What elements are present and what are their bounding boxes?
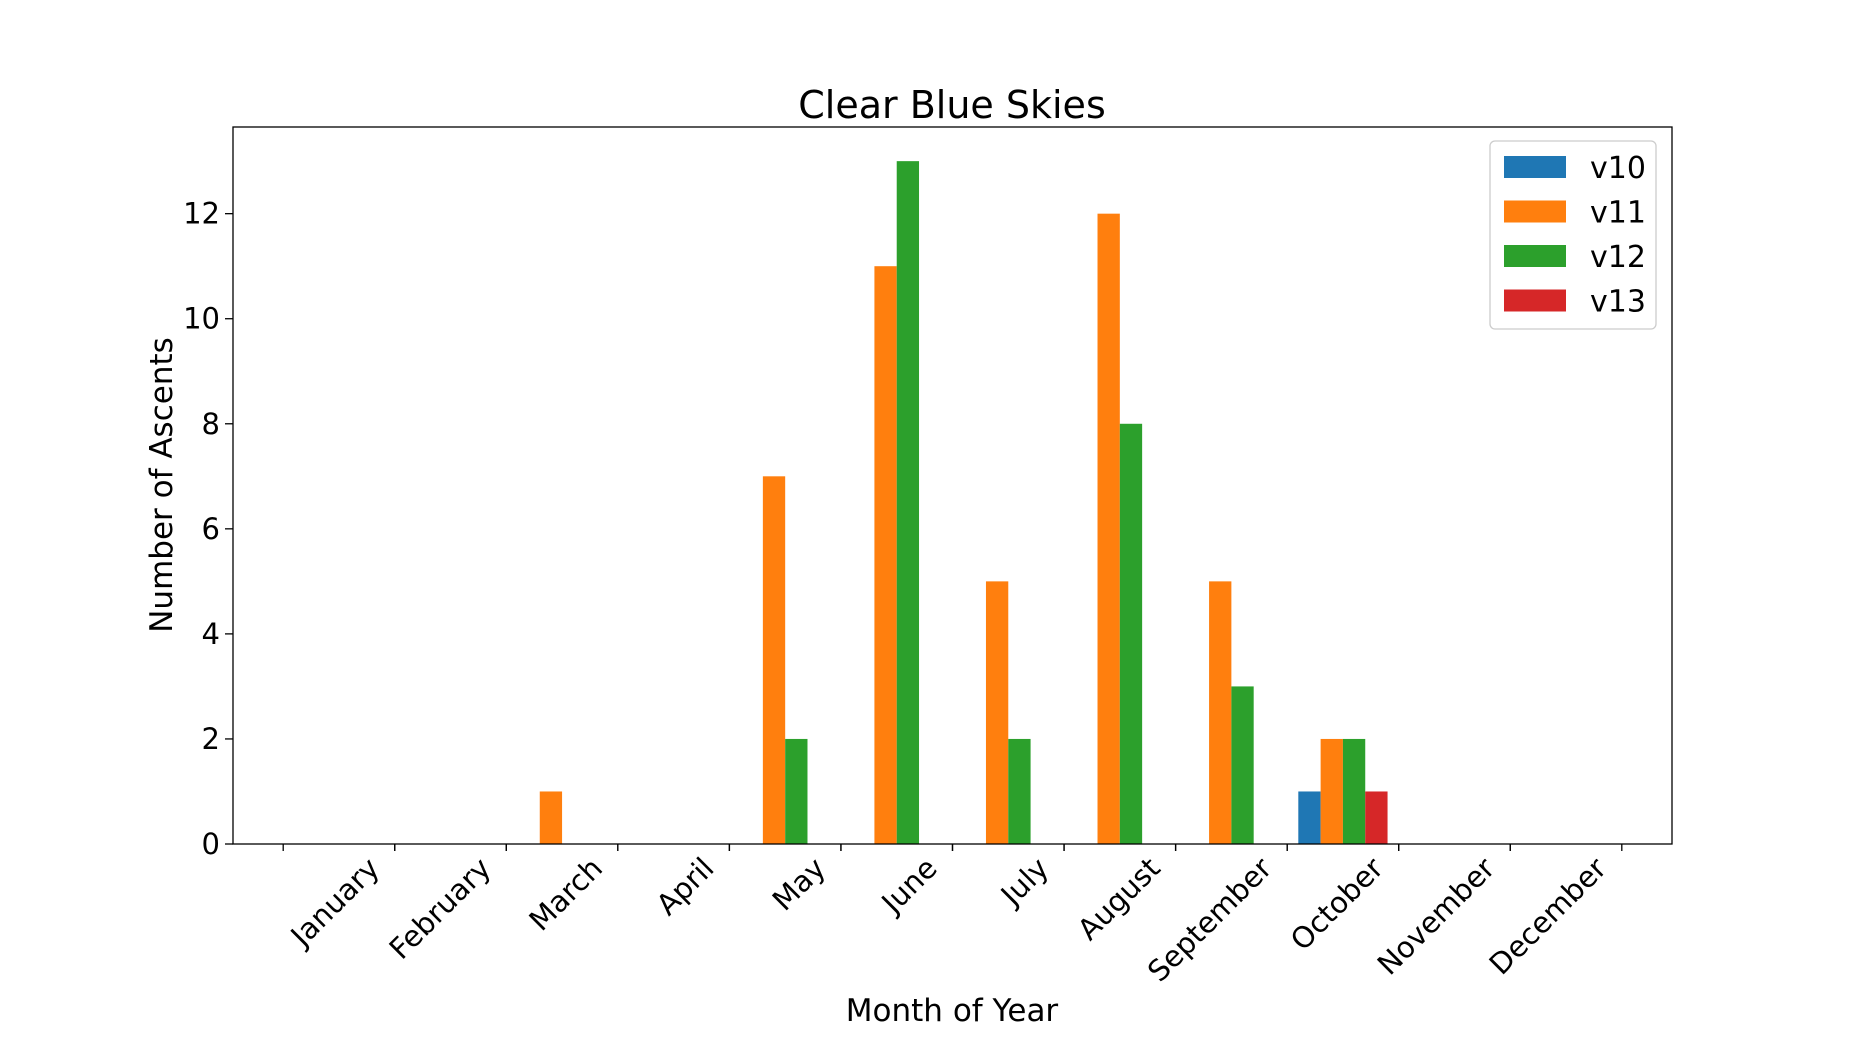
y-tick-label: 4 [202,617,220,651]
legend-swatch-v11 [1504,200,1566,223]
bar-v12-october [1342,738,1366,844]
bar-v11-september [1209,581,1232,844]
legend-swatch-v12 [1504,245,1566,267]
y-tick-label: 12 [183,197,220,231]
chart-title: Clear Blue Skies [798,83,1106,127]
bar-v10-october [1298,791,1321,844]
legend-label-v11: v11 [1590,196,1646,231]
legend-label-v12: v12 [1590,240,1646,275]
legend-swatch-v13 [1504,289,1566,312]
legend-frame [1489,140,1657,330]
bar-v11-october [1320,738,1343,844]
y-tick-label: 2 [202,722,220,756]
legend-label-v13: v13 [1590,285,1646,320]
bar-v12-may [785,738,808,844]
y-axis-label: Number of Ascents [144,337,180,633]
y-tick-label: 8 [202,407,220,441]
bar-v11-may [762,476,786,844]
y-axis-ticks: 0 2 4 6 8 10 12 [183,197,233,861]
legend-label-v10: v10 [1590,151,1646,186]
legend: v10 v11 v12 v13 [1489,140,1657,330]
bar-v12-august [1119,423,1143,844]
y-tick-label: 0 [202,827,220,861]
bar-v11-august [1097,213,1120,844]
x-axis-label: Month of Year [846,993,1059,1029]
y-tick-label: 6 [202,512,220,546]
bar-v12-july [1008,738,1031,844]
bar-v11-july [985,581,1009,844]
bar-v12-september [1231,686,1254,844]
bars [539,161,1388,845]
bar-v11-march [539,791,563,844]
bar-v13-october [1365,791,1388,844]
y-tick-label: 10 [183,302,220,336]
plot-frame [232,126,1673,845]
bar-v12-june [896,161,920,845]
legend-swatch-v10 [1504,156,1566,178]
bar-v11-june [874,266,897,844]
